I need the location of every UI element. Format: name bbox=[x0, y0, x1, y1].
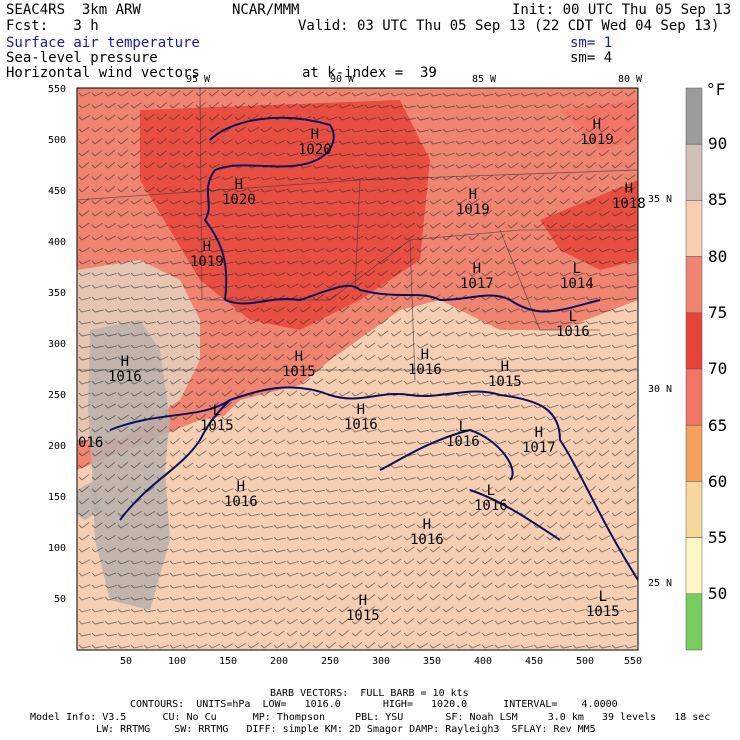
high-pressure-center: H 1020 bbox=[298, 127, 332, 158]
y-tick: 400 bbox=[48, 237, 67, 248]
legend-label: 85 bbox=[708, 190, 728, 209]
low-pressure-center: L 1016 bbox=[446, 419, 480, 450]
footer-model-info: Model Info: V3.5 CU: No Cu MP: Thompson … bbox=[30, 712, 711, 723]
field-title-temperature: Surface air temperature bbox=[6, 35, 200, 51]
high-pressure-center: H 1020 bbox=[222, 177, 256, 208]
legend-swatch bbox=[685, 368, 703, 426]
legend-label: 65 bbox=[708, 416, 728, 435]
legend-label: 55 bbox=[708, 528, 728, 547]
high-pressure-center: H 1019 bbox=[190, 239, 224, 270]
plot-frame bbox=[76, 87, 639, 651]
x-tick: 150 bbox=[219, 656, 238, 667]
legend-unit: °F bbox=[706, 80, 726, 99]
lon-label-95w: 95 W bbox=[186, 74, 211, 85]
low-pressure-center: L 1015 bbox=[586, 589, 620, 620]
legend-label: 70 bbox=[708, 359, 728, 378]
lon-label-80w: 80 W bbox=[618, 74, 643, 85]
low-pressure-center: L 1014 bbox=[560, 261, 594, 292]
y-tick: 450 bbox=[48, 186, 67, 197]
field-title-pressure: Sea-level pressure bbox=[6, 50, 158, 66]
lon-label-85w: 85 W bbox=[472, 74, 497, 85]
k-index-label: at k-index = 39 bbox=[302, 65, 437, 81]
low-pressure-center: L 1016 bbox=[474, 483, 508, 514]
init-time: Init: 00 UTC Thu 05 Sep 13 bbox=[512, 2, 732, 18]
high-pressure-center: H 1019 bbox=[456, 187, 490, 218]
lon-label-90w: 90 W bbox=[330, 74, 355, 85]
legend-label: 90 bbox=[708, 134, 728, 153]
footer-physics: LW: RRTMG SW: RRTMG DIFF: simple KM: 2D … bbox=[96, 724, 596, 735]
high-pressure-center: H 1015 bbox=[488, 359, 522, 390]
y-tick: 500 bbox=[48, 135, 67, 146]
wind-barb-field bbox=[78, 89, 637, 649]
field-smoothing-temperature: sm= 1 bbox=[570, 35, 613, 51]
legend-label: 50 bbox=[708, 584, 728, 603]
high-pressure-center: H 1016 bbox=[408, 347, 442, 378]
legend-swatch bbox=[685, 143, 703, 201]
organization: NCAR/MMM bbox=[232, 2, 300, 18]
forecast-hour: Fcst: 3 h bbox=[6, 18, 99, 34]
wind-barbs bbox=[78, 89, 637, 649]
high-pressure-center: H 1016 bbox=[344, 402, 378, 433]
high-pressure-center: H 1016 bbox=[410, 517, 444, 548]
y-tick: 150 bbox=[48, 492, 67, 503]
valid-time: Valid: 03 UTC Thu 05 Sep 13 (22 CDT Wed … bbox=[298, 18, 720, 34]
legend-swatch bbox=[685, 593, 703, 651]
temperature-field bbox=[77, 88, 638, 650]
legend-swatch bbox=[685, 537, 703, 595]
legend-swatch bbox=[685, 256, 703, 314]
y-tick: 550 bbox=[48, 84, 67, 95]
legend-swatch bbox=[685, 87, 703, 145]
high-pressure-center: H 1015 bbox=[282, 349, 316, 380]
edge-pressure-label: 016 bbox=[78, 435, 104, 451]
x-tick: 50 bbox=[120, 656, 133, 667]
legend-label: 60 bbox=[708, 472, 728, 491]
y-tick: 100 bbox=[48, 543, 67, 554]
footer-barb-vectors: BARB VECTORS: FULL BARB = 10 kts bbox=[270, 688, 469, 699]
legend-label: 80 bbox=[708, 247, 728, 266]
high-pressure-center: H 1019 bbox=[580, 117, 614, 148]
lat-label-35n: 35 N bbox=[648, 194, 673, 205]
x-tick: 550 bbox=[624, 656, 643, 667]
legend-swatch bbox=[685, 424, 703, 482]
lat-label-30n: 30 N bbox=[648, 384, 673, 395]
field-smoothing-pressure: sm= 4 bbox=[570, 50, 613, 66]
x-tick: 450 bbox=[525, 656, 544, 667]
legend-swatch bbox=[685, 481, 703, 538]
x-tick: 500 bbox=[576, 656, 595, 667]
high-pressure-center: H 1017 bbox=[460, 261, 494, 292]
x-tick: 400 bbox=[474, 656, 493, 667]
legend-swatch bbox=[685, 200, 703, 257]
legend-swatch bbox=[685, 312, 703, 370]
y-tick: 50 bbox=[54, 594, 67, 605]
footer-contours: CONTOURS: UNITS=hPa LOW= 1016.0 HIGH= 10… bbox=[130, 699, 618, 710]
high-pressure-center: H 1016 bbox=[108, 354, 142, 385]
high-pressure-center: H 1015 bbox=[346, 593, 380, 624]
x-tick: 100 bbox=[168, 656, 187, 667]
field-title-wind: Horizontal wind vectors bbox=[6, 65, 200, 81]
model-name: SEAC4RS 3km ARW bbox=[6, 2, 141, 18]
x-tick: 300 bbox=[372, 656, 391, 667]
y-tick: 200 bbox=[48, 441, 67, 452]
x-tick: 350 bbox=[423, 656, 442, 667]
high-pressure-center: H 1016 bbox=[224, 479, 258, 510]
y-tick: 300 bbox=[48, 339, 67, 350]
legend-label: 75 bbox=[708, 303, 728, 322]
high-pressure-center: H 1017 bbox=[522, 425, 556, 456]
y-tick: 250 bbox=[48, 390, 67, 401]
lat-label-25n: 25 N bbox=[648, 578, 673, 589]
low-pressure-center: L 1016 bbox=[556, 309, 590, 340]
x-tick: 250 bbox=[321, 656, 340, 667]
color-legend bbox=[685, 87, 703, 651]
y-tick: 350 bbox=[48, 288, 67, 299]
x-tick: 200 bbox=[270, 656, 289, 667]
low-pressure-center: L 1015 bbox=[200, 403, 234, 434]
high-pressure-center: H 1018 bbox=[612, 181, 646, 212]
